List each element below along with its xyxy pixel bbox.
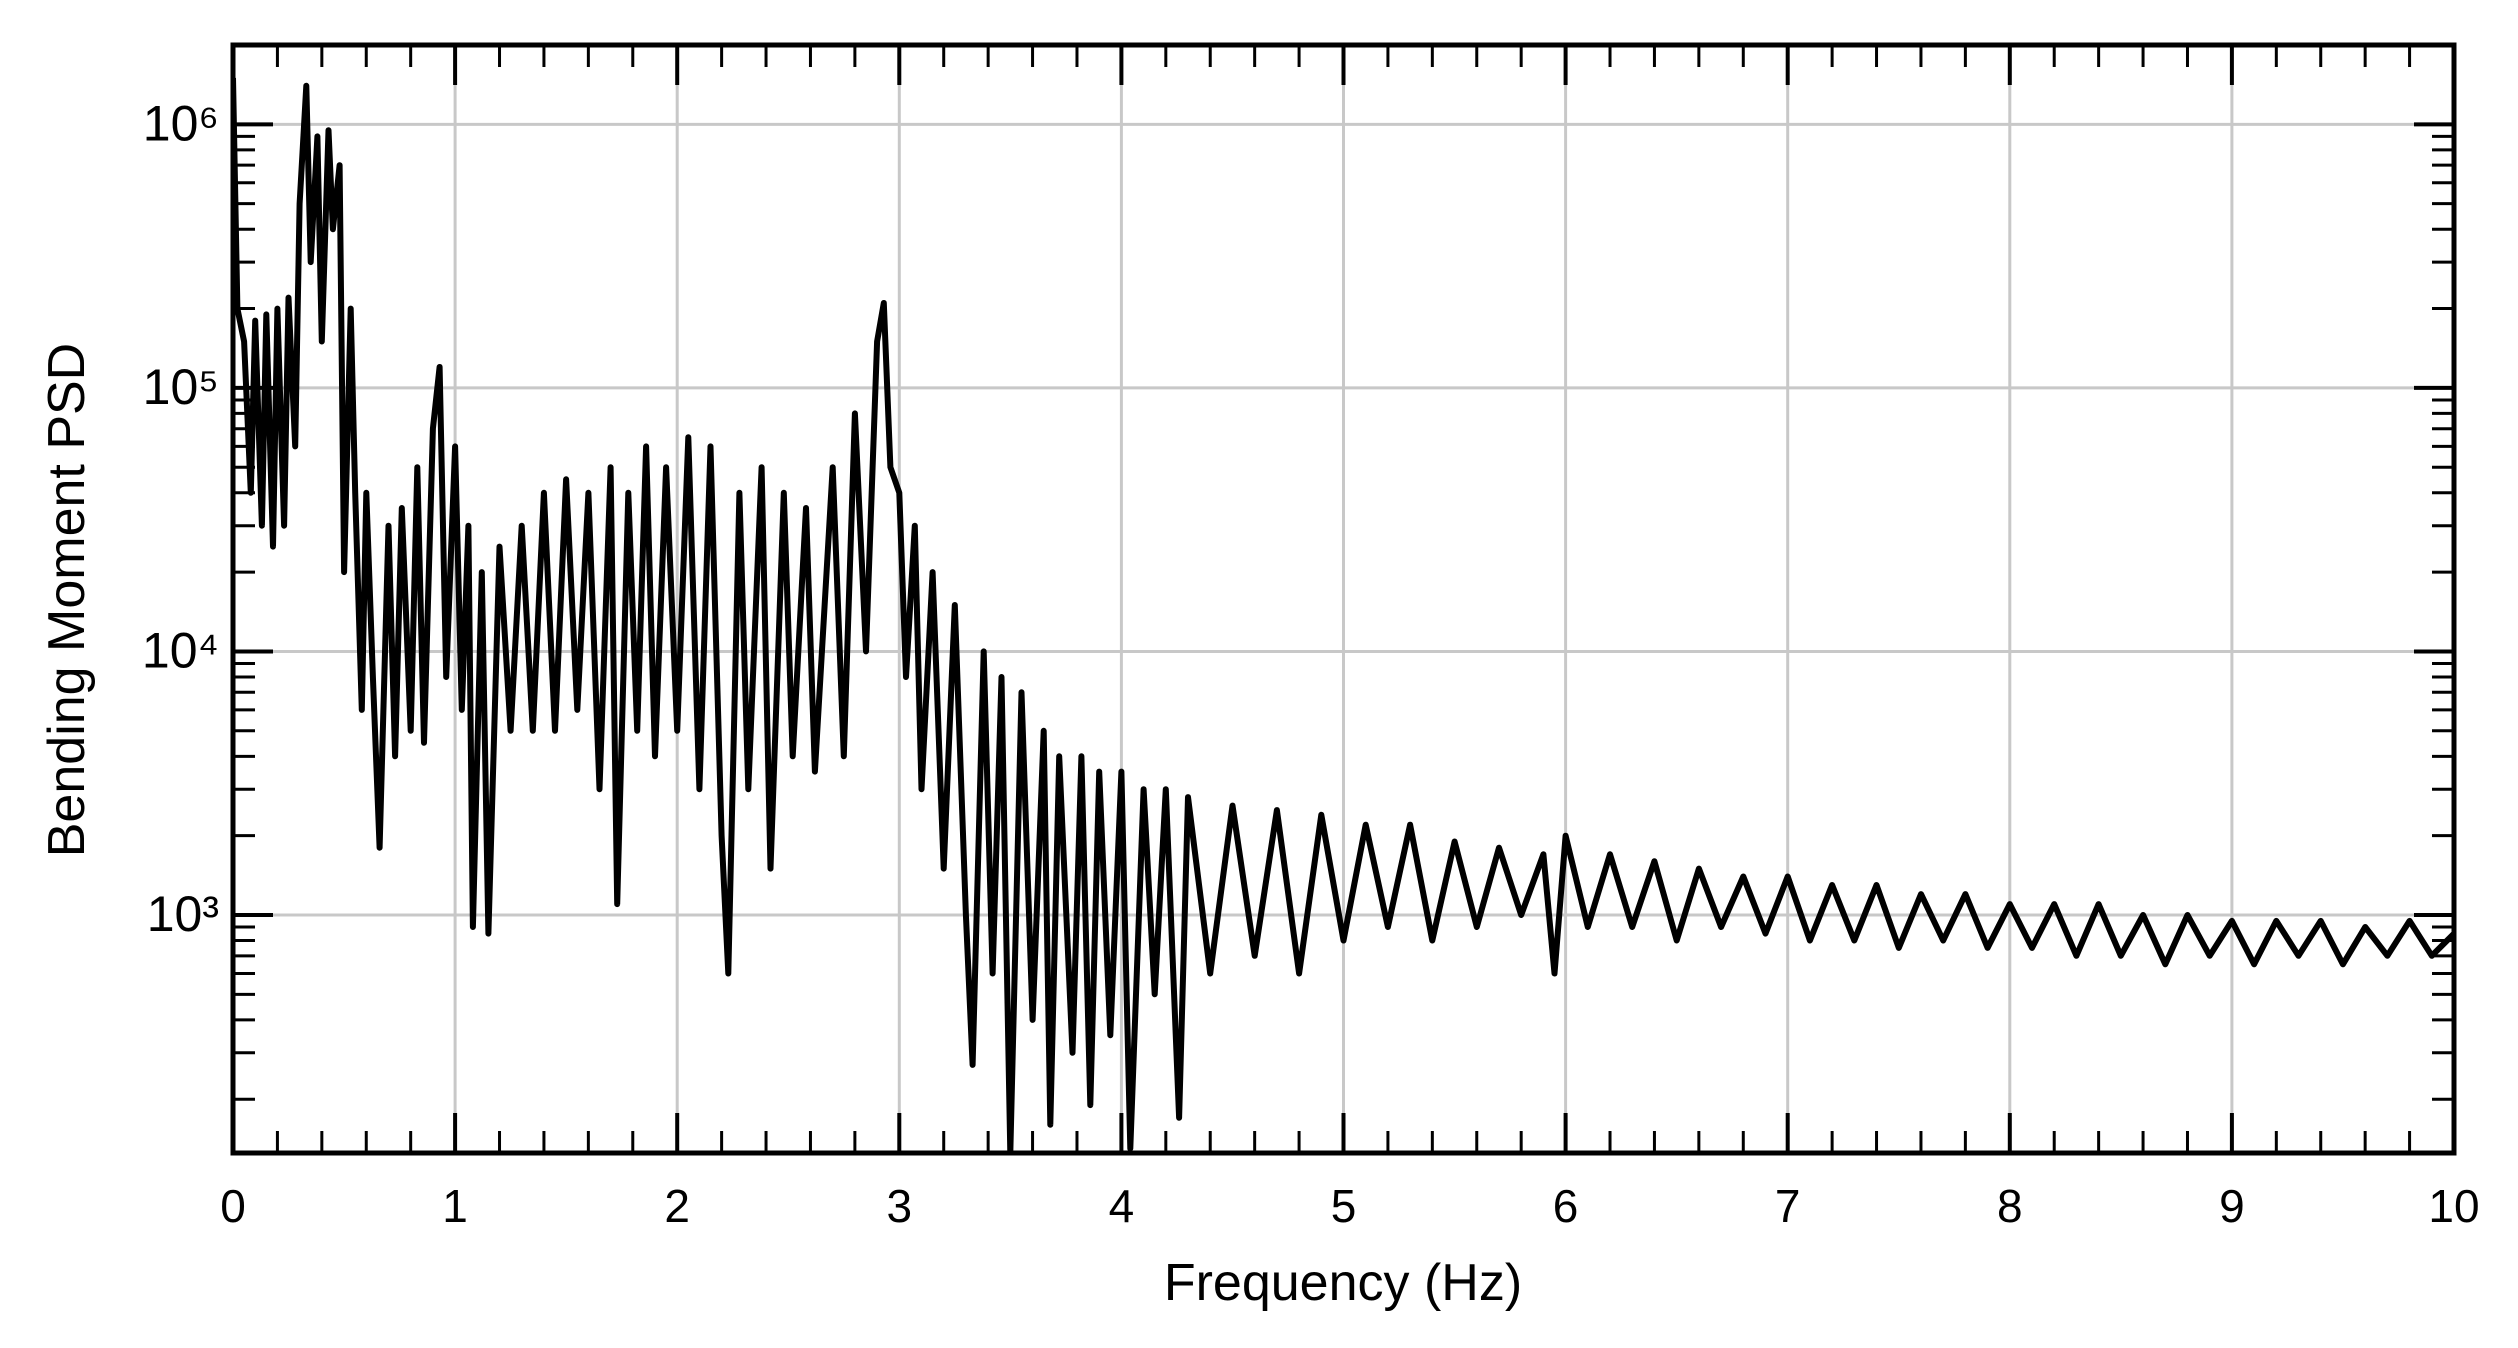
- x-tick-label: 10: [2428, 1180, 2479, 1232]
- x-tick-label: 3: [887, 1180, 913, 1232]
- y-axis-label: Bending Moment PSD: [38, 343, 96, 858]
- x-axis-label: Frequency (Hz): [1164, 1254, 1522, 1312]
- y-tick-label: 10⁴: [142, 622, 219, 678]
- x-tick-label: 0: [220, 1180, 246, 1232]
- y-tick-label: 10⁵: [143, 359, 219, 415]
- x-tick-label: 7: [1775, 1180, 1801, 1232]
- x-tick-label: 8: [1997, 1180, 2023, 1232]
- x-tick-label: 2: [664, 1180, 690, 1232]
- data-line: [233, 77, 2454, 1153]
- x-tick-label: 4: [1109, 1180, 1135, 1232]
- x-tick-label: 1: [442, 1180, 468, 1232]
- x-tick-label: 6: [1553, 1180, 1579, 1232]
- y-tick-label: 10⁶: [143, 95, 219, 151]
- x-tick-label: 5: [1331, 1180, 1357, 1232]
- y-tick-label: 10³: [147, 886, 219, 942]
- x-tick-label: 9: [2219, 1180, 2245, 1232]
